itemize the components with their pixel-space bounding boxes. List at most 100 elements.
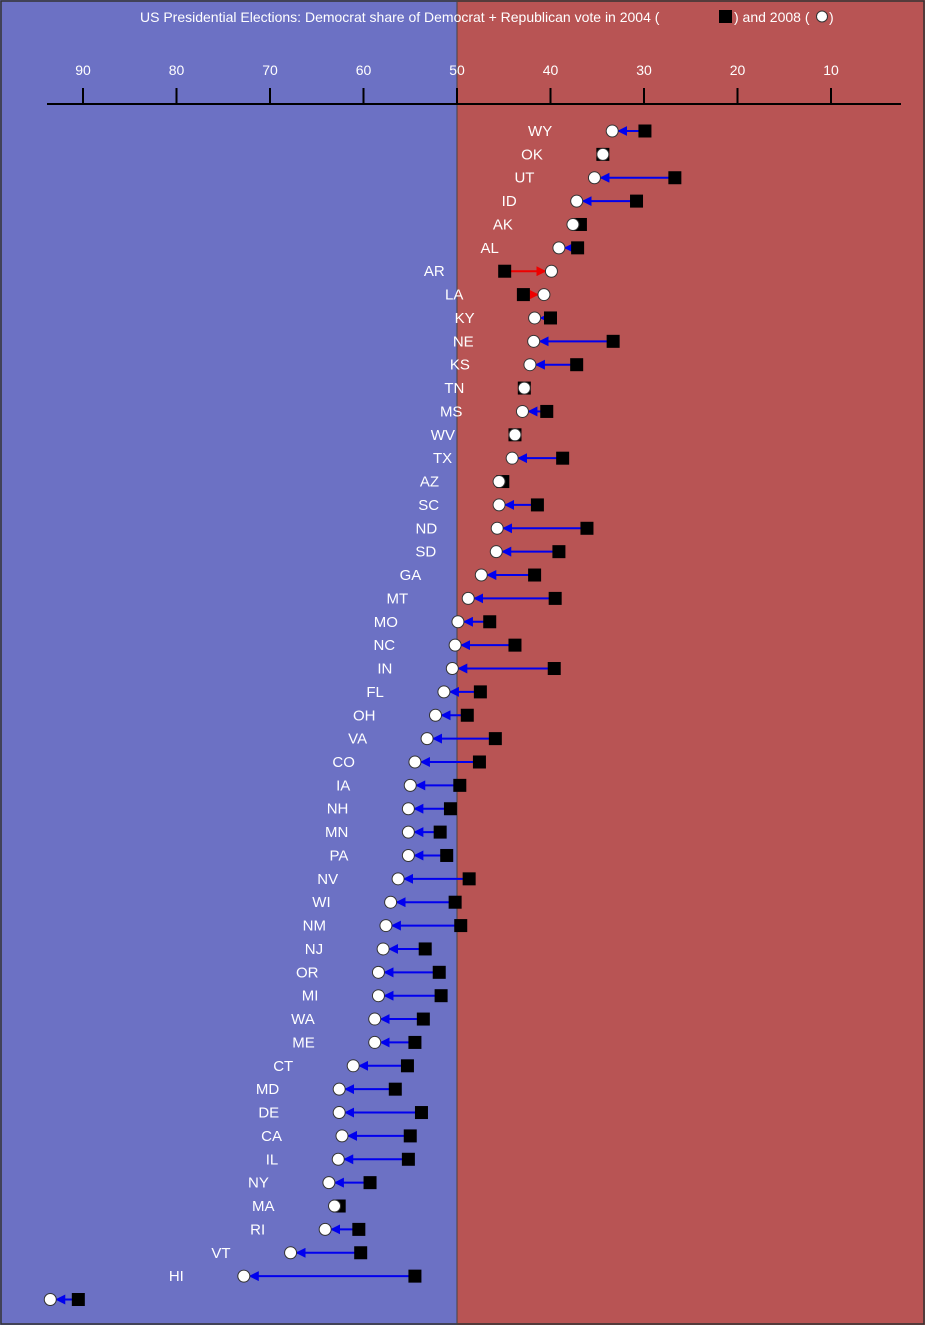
point-2008 xyxy=(368,1035,382,1049)
row-ga: GA xyxy=(400,567,542,584)
title-part-2: ) and 2008 ( xyxy=(734,9,810,25)
state-label: KS xyxy=(450,357,470,374)
point-2008 xyxy=(284,1246,298,1260)
row-sd: SD xyxy=(415,544,566,561)
point-2004 xyxy=(488,732,502,746)
row-ms: MS xyxy=(440,403,554,420)
point-2004 xyxy=(544,311,557,325)
point-2008 xyxy=(528,311,542,325)
point-2008 xyxy=(43,1293,57,1306)
point-2004 xyxy=(530,498,544,512)
state-label: AR xyxy=(424,263,445,280)
state-label: AK xyxy=(493,216,513,233)
row-co: CO xyxy=(332,754,486,771)
point-2004 xyxy=(630,194,644,208)
point-2008 xyxy=(566,217,580,231)
row-ia: IA xyxy=(336,777,467,794)
row-id: ID xyxy=(502,193,644,210)
point-2008 xyxy=(448,638,462,652)
point-2008 xyxy=(331,1152,345,1166)
row-az: AZ xyxy=(420,474,510,491)
point-2008 xyxy=(401,848,415,862)
row-in: IN xyxy=(377,661,561,678)
state-label: ME xyxy=(292,1034,315,1051)
state-label: RI xyxy=(250,1221,265,1238)
point-2008 xyxy=(451,615,465,629)
row-or: OR xyxy=(296,964,446,981)
point-2008 xyxy=(492,475,506,489)
point-2004 xyxy=(388,1082,402,1096)
row-mt: MT xyxy=(387,590,562,607)
point-2004 xyxy=(516,288,530,302)
point-2004 xyxy=(498,264,512,278)
row-wy: WY xyxy=(528,123,652,140)
row-tx: TX xyxy=(433,450,570,467)
point-2008 xyxy=(552,241,566,255)
point-2008 xyxy=(489,545,503,559)
point-2008 xyxy=(490,521,504,535)
legend-2004-square-icon xyxy=(719,10,732,23)
point-2004 xyxy=(570,358,584,372)
row-nd: ND xyxy=(416,520,594,537)
point-2008 xyxy=(408,755,422,769)
row-nh: NH xyxy=(327,801,457,818)
point-2008 xyxy=(384,895,398,909)
state-label: SD xyxy=(415,544,436,561)
row-nc: NC xyxy=(373,637,522,654)
point-2004 xyxy=(571,241,585,255)
legend-2008-circle-icon xyxy=(816,10,828,23)
state-label: WI xyxy=(312,894,330,911)
row-me: ME xyxy=(292,1034,422,1051)
point-2008 xyxy=(527,334,541,348)
row-va: VA xyxy=(348,731,502,748)
point-2004 xyxy=(418,942,432,956)
point-2004 xyxy=(580,521,594,535)
row-mo: MO xyxy=(374,614,497,631)
row-nv: NV xyxy=(317,871,476,888)
state-label: TN xyxy=(444,380,464,397)
point-2004 xyxy=(472,755,486,769)
point-2008 xyxy=(368,1012,382,1026)
state-label: NV xyxy=(317,871,338,888)
state-label: LA xyxy=(445,287,463,304)
point-2004 xyxy=(483,615,497,629)
point-2004 xyxy=(71,1293,85,1306)
point-2008 xyxy=(379,919,393,933)
row-mn: MN xyxy=(325,824,447,841)
row-hi: HI xyxy=(169,1268,422,1285)
point-2004 xyxy=(401,1152,415,1166)
rep-background xyxy=(457,0,925,1325)
x-axis: 90 80 70 60 50 40 30 20 10 xyxy=(47,62,901,105)
row-nj: NJ xyxy=(305,941,432,958)
x-tick-label-10: 10 xyxy=(823,62,839,78)
point-2004 xyxy=(434,989,448,1003)
state-label: DE xyxy=(258,1105,279,1122)
state-label: ID xyxy=(502,193,517,210)
x-tick-label-50: 50 xyxy=(449,62,465,78)
point-2008 xyxy=(403,778,417,792)
point-2004 xyxy=(408,1035,422,1049)
row-la: LA xyxy=(445,287,551,304)
row-dc: DC xyxy=(43,1293,85,1306)
dem-background xyxy=(0,0,457,1325)
point-2008 xyxy=(391,872,405,886)
x-tick-label-60: 60 xyxy=(356,62,372,78)
point-2004 xyxy=(462,872,476,886)
row-fl: FL xyxy=(366,684,487,701)
point-2008 xyxy=(437,685,451,699)
point-2008 xyxy=(420,732,434,746)
state-label: CA xyxy=(261,1128,282,1145)
point-2004 xyxy=(363,1176,377,1190)
state-label: WV xyxy=(431,427,455,444)
row-ak: AK xyxy=(493,216,587,233)
state-label: MA xyxy=(252,1198,275,1215)
state-label: MO xyxy=(374,614,398,631)
state-label: FL xyxy=(366,684,384,701)
x-tick-label-80: 80 xyxy=(169,62,185,78)
row-ut: UT xyxy=(514,170,682,187)
title-part-3: ) xyxy=(829,9,834,25)
point-2004 xyxy=(453,778,467,792)
row-il: IL xyxy=(266,1151,415,1168)
row-ar: AR xyxy=(424,263,558,280)
point-2008 xyxy=(401,802,415,816)
